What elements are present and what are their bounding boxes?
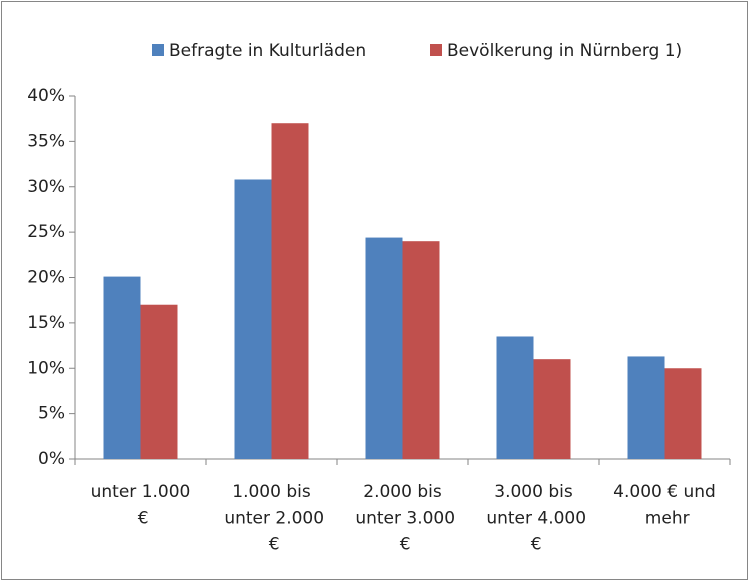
- bar: [271, 123, 309, 459]
- y-tick-label: 20%: [27, 268, 65, 288]
- bar: [533, 359, 571, 459]
- bar: [103, 276, 141, 459]
- x-tick-label: 1.000 bis unter 2.000 €: [219, 482, 324, 555]
- x-tick-label: unter 1.000 €: [91, 482, 191, 528]
- bar: [365, 237, 403, 459]
- y-tick-label: 10%: [27, 358, 65, 378]
- legend-swatch: [430, 44, 442, 56]
- legend-swatch: [152, 44, 164, 56]
- y-tick-label: 30%: [27, 177, 65, 197]
- legend-label: Bevölkerung in Nürnberg 1): [447, 41, 682, 61]
- bar: [627, 356, 665, 459]
- y-tick-label: 0%: [38, 449, 65, 469]
- bar: [664, 368, 702, 459]
- x-tick-label: 2.000 bis unter 3.000 €: [350, 482, 455, 555]
- bar: [402, 241, 440, 459]
- legend-label: Befragte in Kulturläden: [169, 41, 366, 61]
- y-tick-label: 35%: [27, 131, 65, 151]
- x-tick-label: 3.000 bis unter 4.000 €: [481, 482, 586, 555]
- y-tick-label: 5%: [38, 404, 65, 424]
- y-tick-label: 15%: [27, 313, 65, 333]
- bar: [234, 179, 272, 460]
- bar: [496, 336, 534, 459]
- y-tick-label: 25%: [27, 222, 65, 242]
- y-tick-label: 40%: [27, 86, 65, 106]
- x-tick-label: 4.000 € und mehr: [613, 482, 716, 528]
- bar: [140, 304, 178, 459]
